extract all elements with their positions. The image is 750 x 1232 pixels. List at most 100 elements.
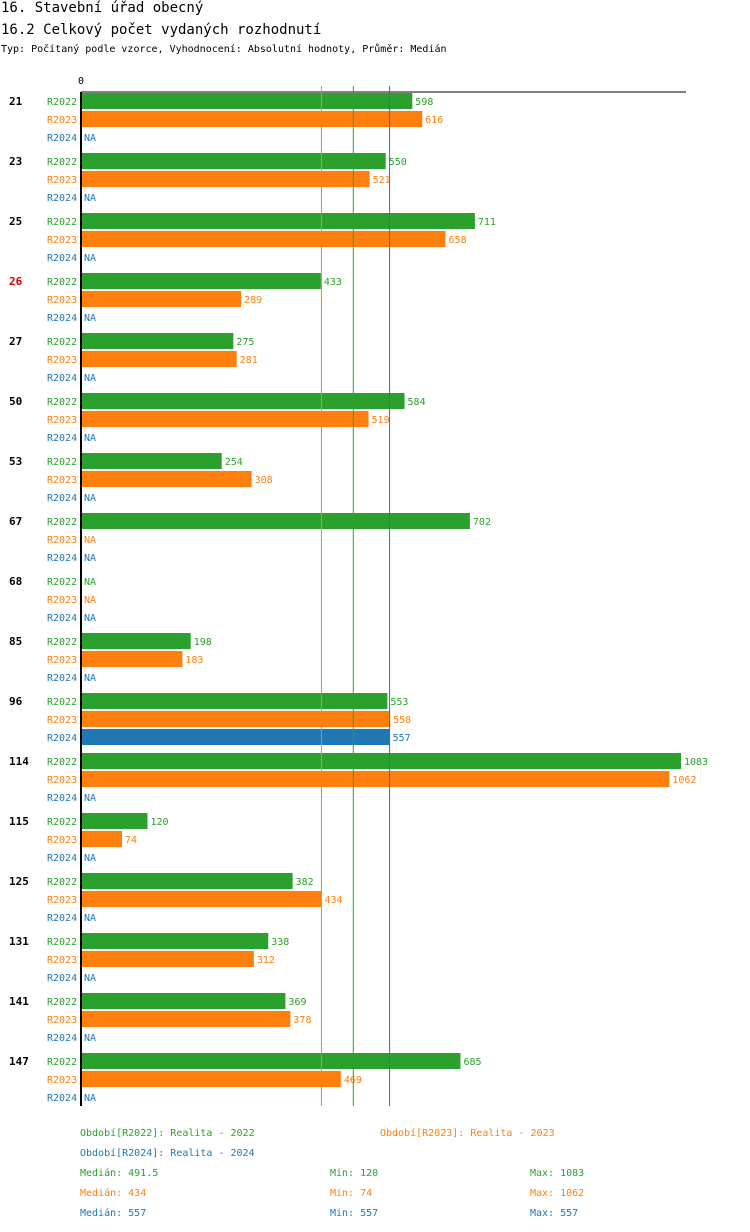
legend-period-r2022: Období[R2022]: Realita - 2022 [80, 1128, 255, 1139]
data-label: 1062 [672, 775, 696, 786]
na-label: NA [84, 253, 96, 264]
category-label: 25 [9, 215, 22, 228]
series-label: R2023 [47, 1075, 77, 1086]
series-label: R2022 [47, 277, 77, 288]
bar [81, 951, 254, 967]
data-label: 558 [393, 715, 411, 726]
stat-min-r2024: Min: 557 [330, 1208, 379, 1219]
series-label: R2023 [47, 1015, 77, 1026]
page-title: 16. Stavební úřad obecný [1, 0, 204, 16]
stat-median-r2022: Medián: 491.5 [80, 1168, 159, 1179]
category-label: 26 [9, 275, 23, 288]
bar [81, 933, 269, 949]
na-label: NA [84, 193, 96, 204]
series-label: R2023 [47, 835, 77, 846]
bar [81, 651, 183, 667]
stat-max-r2024: Max: 557 [530, 1208, 579, 1219]
bar [81, 471, 252, 487]
stat-max-r2023: Max: 1062 [530, 1188, 585, 1199]
series-label: R2024 [47, 193, 77, 204]
bar [81, 513, 470, 529]
series-label: R2022 [47, 697, 77, 708]
category-label: 53 [9, 455, 22, 468]
series-label: R2024 [47, 1093, 77, 1104]
series-label: R2022 [47, 337, 77, 348]
na-label: NA [84, 1093, 96, 1104]
series-label: R2022 [47, 97, 77, 108]
data-label: 433 [324, 277, 342, 288]
data-label: 74 [125, 835, 137, 846]
data-label: 382 [296, 877, 314, 888]
category-label: 114 [9, 755, 29, 768]
bar [81, 411, 369, 427]
bar [81, 273, 321, 289]
bar [81, 891, 322, 907]
bar [81, 351, 237, 367]
series-label: R2024 [47, 973, 77, 984]
category-label: 50 [9, 395, 22, 408]
series-label: R2022 [47, 817, 77, 828]
na-label: NA [84, 595, 96, 606]
stat-min-r2022: Min: 120 [330, 1168, 379, 1179]
na-label: NA [84, 535, 96, 546]
bar [81, 771, 670, 787]
bar [81, 1071, 341, 1087]
data-label: 521 [373, 175, 391, 186]
stat-min-r2023: Min: 74 [330, 1188, 373, 1199]
data-label: 711 [478, 217, 496, 228]
bar [81, 1011, 291, 1027]
series-label: R2024 [47, 553, 77, 564]
bar [81, 729, 390, 745]
series-label: R2024 [47, 793, 77, 804]
data-label: 289 [244, 295, 262, 306]
bar [81, 93, 413, 109]
legend-period-r2024: Období[R2024]: Realita - 2024 [80, 1148, 255, 1159]
stat-max-r2022: Max: 1083 [530, 1168, 585, 1179]
series-label: R2023 [47, 775, 77, 786]
category-label: 68 [9, 575, 22, 588]
category-label: 131 [9, 935, 29, 948]
na-label: NA [84, 973, 96, 984]
series-label: R2024 [47, 853, 77, 864]
na-label: NA [84, 577, 96, 588]
data-label: 550 [389, 157, 407, 168]
data-label: 519 [372, 415, 390, 426]
na-label: NA [84, 673, 96, 684]
bar [81, 291, 242, 307]
series-label: R2023 [47, 715, 77, 726]
series-label: R2022 [47, 517, 77, 528]
data-label: 312 [257, 955, 275, 966]
series-label: R2023 [47, 355, 77, 366]
category-label: 23 [9, 155, 22, 168]
bar [81, 633, 191, 649]
bar [81, 873, 293, 889]
data-label: 658 [449, 235, 467, 246]
data-label: 685 [464, 1057, 482, 1068]
series-label: R2023 [47, 475, 77, 486]
data-label: 275 [236, 337, 254, 348]
data-label: 281 [240, 355, 258, 366]
series-label: R2024 [47, 133, 77, 144]
bar [81, 231, 446, 247]
series-label: R2022 [47, 757, 77, 768]
series-label: R2023 [47, 235, 77, 246]
series-label: R2022 [47, 397, 77, 408]
series-label: R2024 [47, 673, 77, 684]
series-label: R2023 [47, 595, 77, 606]
series-label: R2024 [47, 613, 77, 624]
series-label: R2023 [47, 895, 77, 906]
series-label: R2023 [47, 955, 77, 966]
na-label: NA [84, 133, 96, 144]
category-label: 141 [9, 995, 29, 1008]
series-label: R2024 [47, 1033, 77, 1044]
series-label: R2023 [47, 655, 77, 666]
data-label: 557 [393, 733, 411, 744]
series-label: R2022 [47, 157, 77, 168]
bar [81, 213, 475, 229]
series-label: R2022 [47, 577, 77, 588]
bar [81, 813, 148, 829]
bar [81, 171, 370, 187]
series-label: R2022 [47, 877, 77, 888]
category-label: 115 [9, 815, 29, 828]
series-label: R2024 [47, 913, 77, 924]
